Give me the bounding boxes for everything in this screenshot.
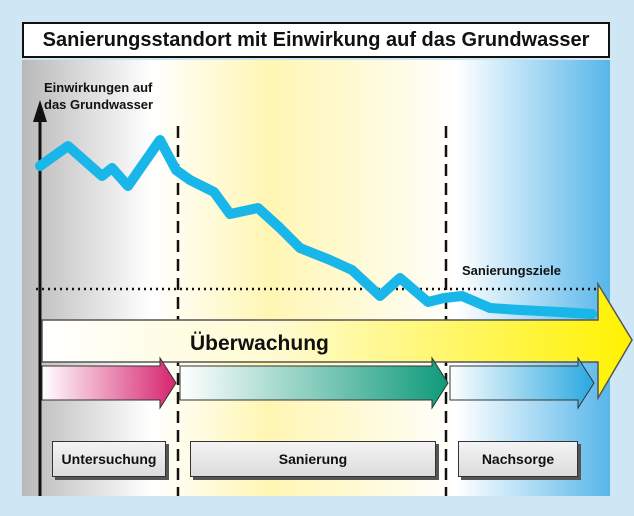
diagram-title: Sanierungsstandort mit Einwirkung auf da… xyxy=(22,22,610,58)
diagram-title-text: Sanierungsstandort mit Einwirkung auf da… xyxy=(42,28,590,51)
y-axis-arrowhead xyxy=(33,100,47,122)
y-axis-label-line1: Einwirkungen auf xyxy=(44,80,153,95)
y-axis-label-line2: das Grundwasser xyxy=(44,97,153,112)
background-panel xyxy=(22,60,610,496)
phase-label-sanierung: Sanierung xyxy=(278,451,348,467)
monitoring-arrow-label: Überwachung xyxy=(190,332,329,355)
phase-label-untersuchung: Untersuchung xyxy=(61,451,157,467)
phase-arrow-sanierung xyxy=(179,356,449,410)
monitoring-arrow xyxy=(41,281,633,401)
phase-box-nachsorge: Nachsorge xyxy=(458,441,578,477)
phase-box-untersuchung: Untersuchung xyxy=(52,441,166,477)
phase-box-sanierung: Sanierung xyxy=(190,441,436,477)
phase-label-nachsorge: Nachsorge xyxy=(481,451,555,467)
phase-arrow-untersuchung xyxy=(41,356,177,410)
phase-arrow-nachsorge xyxy=(449,356,595,410)
impact-curve xyxy=(35,135,597,319)
target-line-label: Sanierungsziele xyxy=(462,263,561,278)
